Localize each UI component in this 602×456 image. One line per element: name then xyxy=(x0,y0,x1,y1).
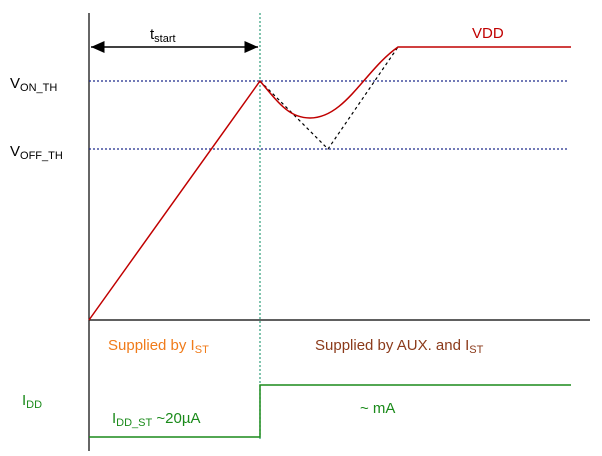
vdd-label: VDD xyxy=(472,25,504,42)
von-th-label: VON_TH xyxy=(10,75,57,94)
supplied-by-ist-label: Supplied by IST xyxy=(108,337,209,356)
supplied-by-aux-label: Supplied by AUX. and IST xyxy=(315,337,484,356)
ma-label: ~ mA xyxy=(360,400,395,417)
tstart-label: tstart xyxy=(150,26,176,45)
idd-st-label: IDD_ST ~20µA xyxy=(112,410,201,429)
vdd-ideal-path xyxy=(259,46,399,150)
idd-curve xyxy=(89,384,571,438)
vdd-curve xyxy=(88,46,571,321)
idd-label: IDD xyxy=(22,392,42,411)
voff-th-label: VOFF_TH xyxy=(10,143,63,162)
